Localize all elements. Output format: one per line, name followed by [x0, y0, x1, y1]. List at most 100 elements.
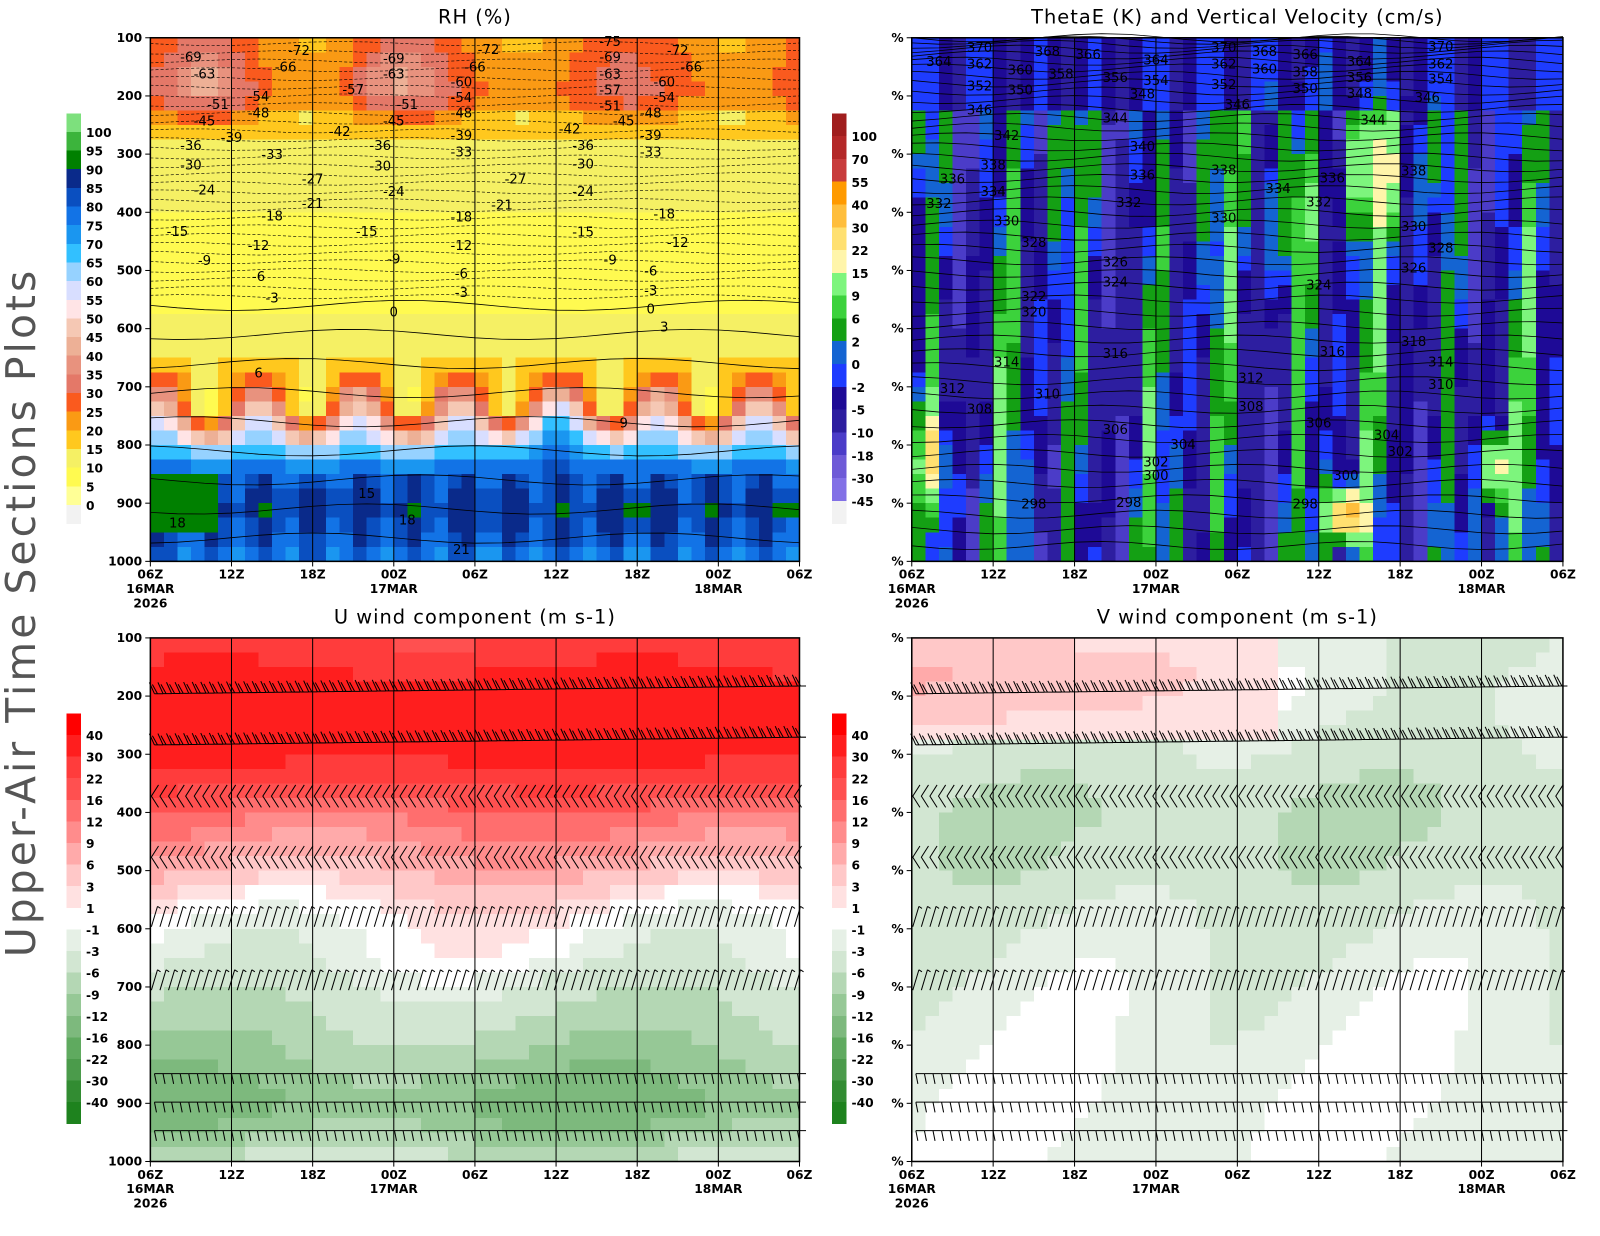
field-cell: [1522, 183, 1537, 199]
field-cell: [704, 386, 719, 402]
field-cell: [1223, 285, 1238, 301]
field-cell: [163, 546, 179, 562]
field-cell: [1237, 285, 1252, 301]
field-cell: [312, 1059, 327, 1075]
field-cell: [664, 474, 679, 490]
field-cell: [272, 430, 287, 446]
field-cell: [1522, 459, 1537, 475]
field-cell: [556, 546, 571, 562]
field-cell: [407, 183, 422, 199]
field-cell: [1250, 328, 1266, 344]
field-cell: [393, 841, 408, 857]
field-cell: [190, 870, 206, 886]
field-cell: [285, 826, 300, 843]
field-cell: [407, 52, 422, 68]
contour-label: 366: [1075, 48, 1100, 63]
field-cell: [1481, 241, 1496, 257]
field-cell: [556, 503, 571, 519]
field-cell: [1006, 168, 1021, 184]
contour-label: 308: [1238, 400, 1263, 415]
field-cell: [1250, 459, 1266, 475]
field-cell: [911, 168, 926, 184]
field-cell: [1196, 154, 1211, 170]
field-cell: [1386, 532, 1401, 548]
field-cell: [190, 474, 206, 490]
field-cell: [731, 459, 747, 475]
field-cell: [217, 95, 233, 112]
contour-label: -15: [356, 225, 378, 240]
field-cell: [718, 430, 733, 446]
field-cell: [1278, 343, 1293, 359]
field-cell: [515, 386, 530, 402]
field-cell: [258, 546, 273, 562]
field-cell: [312, 710, 327, 726]
field-cell: [1142, 386, 1157, 402]
field-cell: [1155, 197, 1171, 213]
field-cell: [529, 66, 544, 83]
field-cell: [1183, 488, 1198, 504]
field-cell: [461, 885, 476, 901]
field-cell: [529, 768, 544, 784]
y-tick-label: 1000: [108, 554, 142, 568]
field-cell: [501, 415, 517, 432]
field-cell: [326, 637, 341, 654]
field-cell: [420, 928, 435, 944]
field-cell: [731, 343, 747, 359]
field-cell: [190, 430, 206, 446]
field-cell: [677, 430, 692, 446]
field-cell: [556, 459, 571, 475]
field-cell: [326, 1146, 341, 1163]
field-cell: [677, 285, 692, 301]
field-cell: [434, 812, 449, 828]
field-cell: [610, 343, 625, 359]
field-cell: [1508, 517, 1523, 533]
field-cell: [1155, 546, 1171, 562]
field-cell: [231, 503, 246, 519]
field-cell: [299, 914, 314, 930]
field-cell: [569, 168, 584, 184]
colorbar-swatch: [66, 243, 81, 264]
field-cell: [488, 637, 503, 654]
field-cell: [420, 517, 435, 533]
field-cell: [664, 430, 679, 446]
field-cell: [1413, 445, 1428, 461]
field-cell: [704, 401, 719, 417]
contour-label: -24: [383, 185, 405, 200]
y-tick-label: %: [891, 31, 903, 45]
field-cell: [272, 503, 287, 519]
field-cell: [745, 270, 760, 286]
field-cell: [529, 343, 544, 359]
field-cell: [1305, 328, 1320, 344]
field-cell: [285, 1146, 300, 1163]
field-cell: [925, 532, 940, 548]
field-cell: [1196, 430, 1211, 446]
colorbar-label: 2: [852, 335, 861, 349]
field-cell: [677, 183, 692, 199]
field-cell: [1332, 37, 1347, 53]
field-cell: [1142, 546, 1157, 562]
field-cell: [979, 343, 994, 359]
field-cell: [704, 95, 719, 112]
field-cell: [217, 1030, 233, 1046]
field-cell: [1332, 357, 1347, 373]
field-cell: [339, 870, 354, 886]
field-cell: [745, 328, 760, 344]
field-cell: [1305, 459, 1320, 475]
field-cell: [163, 637, 179, 654]
field-cell: [312, 401, 327, 417]
field-cell: [1223, 343, 1238, 359]
field-cell: [231, 928, 246, 944]
field-cell: [691, 299, 706, 315]
field-cell: [285, 212, 300, 228]
field-cell: [1495, 52, 1510, 68]
field-cell: [204, 415, 219, 432]
field-cell: [664, 95, 679, 112]
field-cell: [925, 401, 940, 417]
field-cell: [461, 459, 476, 475]
field-cell: [501, 986, 517, 1003]
field-cell: [474, 754, 490, 770]
field-cell: [150, 696, 165, 712]
field-cell: [1250, 503, 1266, 519]
field-cell: [366, 532, 381, 548]
field-cell: [1373, 197, 1388, 213]
